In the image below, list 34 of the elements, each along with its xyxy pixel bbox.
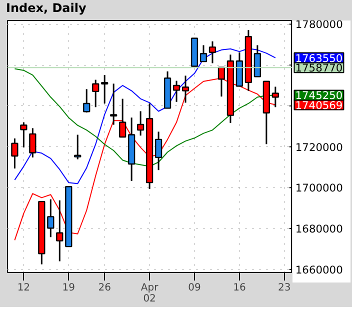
candlestick	[20, 122, 28, 148]
candlestick	[254, 44, 262, 78]
y-tick-label: 1720000	[295, 140, 344, 154]
y-tick-label: 1700000	[295, 182, 344, 195]
candlestick	[110, 82, 118, 126]
data-label: 1740569	[295, 98, 343, 112]
data-label: 1763550	[295, 52, 343, 65]
candlestick	[74, 134, 82, 160]
candlestick	[47, 198, 54, 238]
line-series	[14, 48, 276, 184]
candlestick	[200, 44, 208, 62]
candlestick	[208, 40, 216, 64]
x-tick-label: 09	[188, 282, 201, 294]
candlestick	[172, 80, 180, 103]
y-tick-label: 1680000	[295, 222, 344, 236]
x-tick-label: 16	[233, 282, 246, 294]
chart-title: Index, Daily	[6, 0, 86, 16]
candlestick	[92, 79, 100, 108]
data-label: 1745250	[295, 89, 343, 102]
candlestick	[136, 110, 144, 136]
x-tick-label: 12	[17, 282, 30, 294]
candlestick	[119, 98, 126, 138]
candlestick	[101, 74, 108, 104]
x-tick-label: Apr 02	[140, 282, 160, 304]
x-tick-label: 26	[98, 282, 111, 294]
candlestick	[29, 127, 36, 158]
x-tick-label: 23	[278, 282, 291, 294]
candlestick	[154, 130, 162, 171]
candlestick	[83, 88, 90, 114]
x-tick-label: 19	[62, 282, 76, 294]
y-tick-label: 1660000	[295, 263, 344, 276]
ref-line-label: 1758770	[295, 62, 343, 75]
candlestick	[11, 138, 18, 170]
y-tick-label: 1780000	[295, 18, 344, 32]
